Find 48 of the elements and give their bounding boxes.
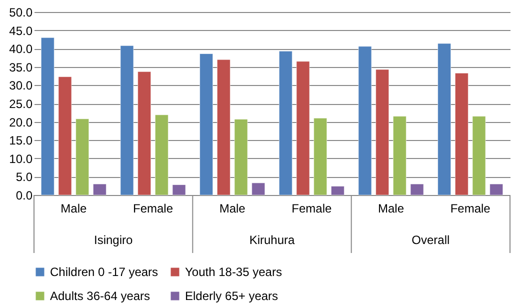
text: Kiruhura bbox=[249, 233, 296, 247]
x-tick-label: Male bbox=[219, 202, 246, 216]
bar bbox=[76, 118, 90, 196]
y-tick-label: 15.0 bbox=[9, 134, 33, 148]
x-tick-label: Male bbox=[378, 202, 404, 216]
x-tick-label: Female bbox=[450, 202, 491, 216]
bar bbox=[490, 184, 504, 196]
text: Overall bbox=[412, 233, 450, 247]
y-tick-label: 40.0 bbox=[9, 42, 33, 56]
bar bbox=[58, 76, 72, 196]
y-tick-label: 35.0 bbox=[9, 60, 33, 74]
bar bbox=[358, 46, 372, 196]
bar bbox=[252, 182, 266, 196]
bar bbox=[120, 45, 134, 196]
bar bbox=[376, 69, 390, 196]
x-tick-label: Female bbox=[132, 202, 174, 216]
bar bbox=[454, 72, 468, 196]
legend-label: Adults 36-64 years bbox=[50, 289, 150, 303]
bar bbox=[472, 116, 486, 196]
bar bbox=[234, 118, 248, 196]
legend-label: Children 0 -17 years bbox=[50, 265, 158, 279]
bar bbox=[278, 50, 292, 196]
legend-label: Elderly 65+ years bbox=[185, 289, 278, 303]
y-tick-label: 10.0 bbox=[9, 152, 33, 166]
bar bbox=[138, 71, 152, 196]
bar bbox=[314, 118, 328, 196]
legend-label: Youth 18-35 years bbox=[185, 265, 282, 279]
y-tick-label: 0.0 bbox=[16, 188, 33, 202]
x-tick-label: Male bbox=[60, 202, 87, 216]
bar bbox=[410, 184, 424, 196]
bar bbox=[392, 116, 406, 196]
bar bbox=[296, 61, 310, 196]
y-tick-label: 50.0 bbox=[9, 6, 33, 20]
x-tick-label: Female bbox=[292, 202, 332, 216]
y-tick-label: 20.0 bbox=[9, 115, 33, 130]
bar bbox=[200, 53, 214, 196]
bar bbox=[40, 37, 54, 196]
bar bbox=[438, 43, 452, 196]
bar bbox=[172, 184, 186, 196]
bar bbox=[154, 114, 168, 196]
y-tick-label: 45.0 bbox=[9, 24, 33, 38]
bar bbox=[92, 184, 106, 196]
y-tick-label: 30.0 bbox=[9, 78, 33, 93]
y-tick-label: 5.0 bbox=[16, 170, 33, 184]
bar bbox=[216, 59, 230, 196]
y-tick-label: 25.0 bbox=[9, 97, 33, 111]
bar bbox=[330, 186, 344, 196]
text: Isingiro bbox=[94, 233, 133, 247]
